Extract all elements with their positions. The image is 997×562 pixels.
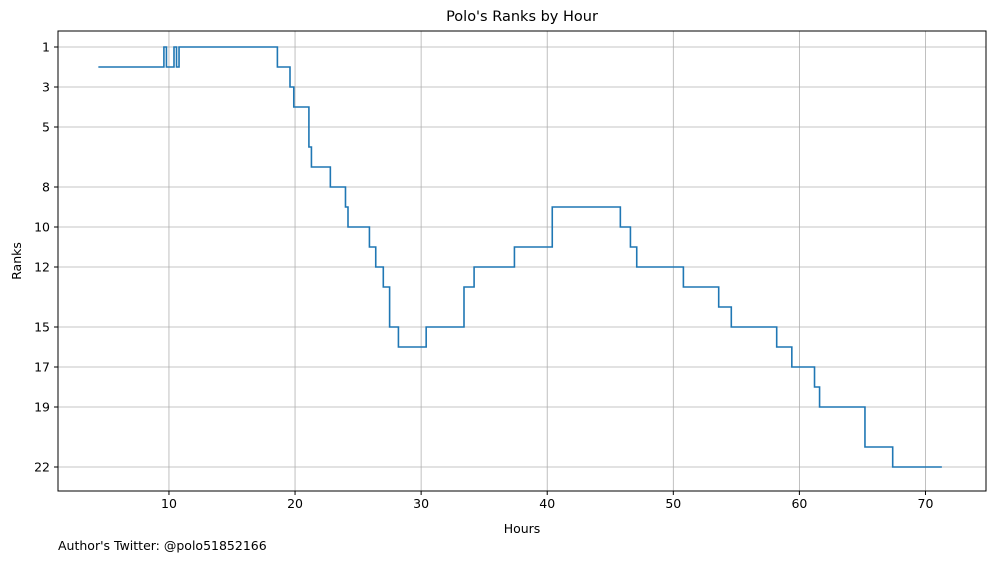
y-tick-label: 3 bbox=[42, 80, 50, 95]
y-axis-label: Ranks bbox=[9, 242, 24, 280]
y-tick-label: 19 bbox=[34, 400, 50, 415]
y-tick-label: 1 bbox=[42, 40, 50, 55]
y-tick-label: 12 bbox=[34, 260, 50, 275]
x-tick-label: 10 bbox=[161, 496, 177, 511]
rank-series-line bbox=[98, 46, 942, 468]
x-tick-label: 40 bbox=[539, 496, 555, 511]
y-tick-label: 22 bbox=[34, 460, 50, 475]
y-tick-label: 17 bbox=[34, 360, 50, 375]
x-tick-label: 60 bbox=[791, 496, 807, 511]
x-tick-label: 50 bbox=[665, 496, 681, 511]
x-tick-label: 30 bbox=[413, 496, 429, 511]
x-tick-label: 70 bbox=[918, 496, 934, 511]
plot-frame bbox=[57, 30, 987, 492]
series-layer bbox=[98, 46, 942, 468]
y-tick-label: 15 bbox=[34, 320, 50, 335]
tick-layer: 10 20 30 40 50 60 70 1 3 5 8 10 12 15 17 19 22 bbox=[34, 40, 933, 512]
grid-lines bbox=[58, 31, 986, 491]
chart-title: Polo's Ranks by Hour bbox=[446, 9, 598, 25]
y-tick-label: 8 bbox=[42, 180, 50, 195]
y-tick-label: 5 bbox=[42, 120, 50, 135]
author-credit: Author's Twitter: @polo51852166 bbox=[58, 538, 267, 553]
x-axis-label: Hours bbox=[504, 521, 541, 536]
y-tick-label: 10 bbox=[34, 220, 50, 235]
x-tick-label: 20 bbox=[287, 496, 303, 511]
